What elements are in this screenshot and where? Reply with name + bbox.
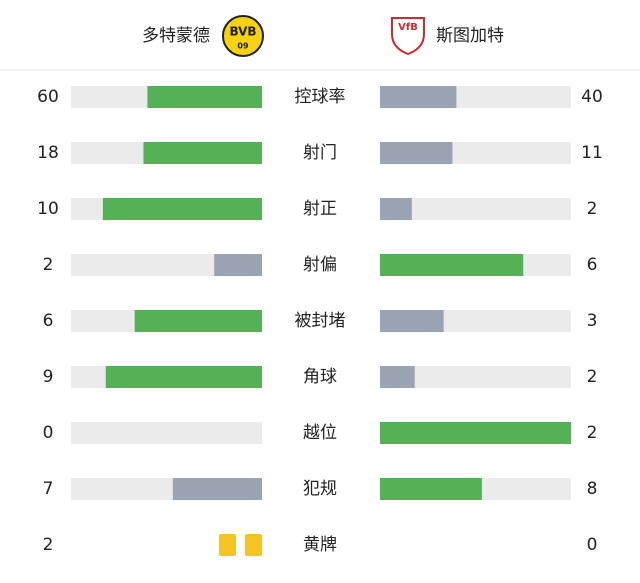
stat-label: 越位 bbox=[303, 423, 337, 443]
home-value: 7 bbox=[43, 479, 54, 499]
away-value: 8 bbox=[587, 479, 598, 499]
home-logo bbox=[222, 15, 264, 57]
home-bar bbox=[134, 310, 262, 332]
away-value: 40 bbox=[581, 87, 603, 107]
home-value: 10 bbox=[37, 199, 59, 219]
away-team-name: 斯图加特 bbox=[436, 26, 504, 46]
home-logo-year: 09 bbox=[237, 42, 249, 51]
bar-track bbox=[380, 198, 571, 220]
away-logo bbox=[391, 17, 425, 56]
away-value: 2 bbox=[587, 199, 598, 219]
home-bar bbox=[102, 198, 262, 220]
away-value: 2 bbox=[587, 367, 598, 387]
home-value: 0 bbox=[43, 423, 54, 443]
away-bar bbox=[380, 142, 453, 164]
away-bar bbox=[380, 310, 444, 332]
home-bar bbox=[147, 86, 262, 108]
away-bar bbox=[380, 86, 457, 108]
bar-track bbox=[71, 422, 262, 444]
home-bar bbox=[105, 366, 263, 388]
home-bar bbox=[214, 254, 262, 276]
bar-track bbox=[380, 366, 571, 388]
away-value: 0 bbox=[587, 535, 598, 555]
away-value: 2 bbox=[587, 423, 598, 443]
home-logo-text: BVB bbox=[229, 25, 256, 39]
home-bar bbox=[172, 478, 262, 500]
stat-label: 黄牌 bbox=[303, 535, 337, 555]
home-value: 6 bbox=[43, 311, 54, 331]
home-team-name: 多特蒙德 bbox=[142, 26, 210, 46]
away-bar bbox=[380, 478, 482, 500]
away-bar bbox=[380, 422, 571, 444]
away-value: 11 bbox=[581, 143, 603, 163]
stat-label: 射偏 bbox=[303, 255, 337, 275]
home-value: 9 bbox=[43, 367, 54, 387]
stat-label: 射正 bbox=[303, 199, 337, 219]
away-value: 3 bbox=[587, 311, 598, 331]
stat-label: 被封堵 bbox=[295, 311, 346, 331]
home-value: 2 bbox=[43, 255, 54, 275]
yellow-card bbox=[219, 534, 236, 556]
away-bar bbox=[380, 198, 412, 220]
yellow-card bbox=[245, 534, 262, 556]
stat-label: 控球率 bbox=[295, 87, 346, 107]
stat-label: 犯规 bbox=[303, 479, 337, 499]
away-bar bbox=[380, 254, 524, 276]
stat-label: 角球 bbox=[303, 367, 337, 387]
stat-label: 射门 bbox=[303, 143, 337, 163]
home-bar bbox=[143, 142, 262, 164]
home-value: 2 bbox=[43, 535, 54, 555]
home-value: 18 bbox=[37, 143, 59, 163]
home-value: 60 bbox=[37, 87, 59, 107]
away-value: 6 bbox=[587, 255, 598, 275]
away-bar bbox=[380, 366, 415, 388]
away-logo-text: VfB bbox=[398, 22, 418, 33]
